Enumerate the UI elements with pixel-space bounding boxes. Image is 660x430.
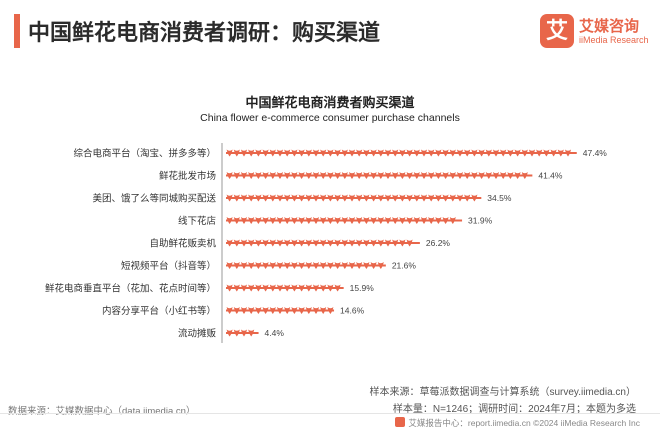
logo-mark-glyph: 艾 — [545, 18, 568, 43]
bar — [226, 329, 259, 337]
logo-mark-icon — [540, 14, 574, 48]
category-label: 流动摊贩 — [178, 328, 217, 340]
category-label: 内容分享平台（小红书等） — [102, 305, 216, 317]
data-source-note: 数据来源：艾媒数据中心（data.iimedia.cn） — [8, 406, 196, 417]
value-label: 14.6% — [340, 306, 365, 316]
value-label: 26.2% — [426, 238, 451, 248]
sample-source-note: 样本来源：草莓派数据调查与计算系统（survey.iimedia.cn） — [369, 387, 636, 398]
category-label: 鲜花电商垂直平台（花加、花点时间等） — [45, 283, 216, 295]
chart-title: 中国鲜花电商消费者购买渠道 — [245, 95, 415, 110]
footer-logo-icon — [395, 417, 406, 427]
bar — [226, 194, 482, 202]
value-label: 21.6% — [392, 261, 417, 271]
bar — [226, 217, 463, 224]
bar — [226, 239, 420, 247]
bar — [226, 149, 577, 157]
value-label: 41.4% — [538, 171, 563, 181]
value-label: 15.9% — [350, 283, 375, 293]
chart-subtitle: China flower e-commerce consumer purchas… — [200, 112, 460, 124]
category-label: 自助鲜花贩卖机 — [149, 238, 216, 250]
iimedia-logo: 艾 艾媒咨询 iiMedia Research — [540, 14, 649, 50]
category-label: 短视频平台（抖音等） — [121, 260, 216, 272]
page-title: 中国鲜花电商消费者调研：购买渠道 — [28, 20, 381, 45]
footer-divider — [0, 413, 660, 414]
logo-name-cn: 艾媒咨询 — [579, 18, 640, 35]
logo-name-en: iiMedia Research — [579, 35, 649, 45]
footer-credit-text: 艾媒报告中心：report.iimedia.cn ©2024 iiMedia R… — [408, 418, 640, 428]
category-label: 线下花店 — [178, 215, 216, 227]
bar — [226, 284, 344, 292]
value-label: 4.4% — [265, 328, 285, 338]
value-label: 34.5% — [487, 193, 512, 203]
category-label: 美团、饿了么等同城购买配送 — [92, 193, 216, 205]
bar — [226, 172, 533, 179]
value-label: 47.4% — [583, 148, 608, 158]
category-label: 鲜花批发市场 — [159, 170, 216, 182]
category-label: 综合电商平台（淘宝、拼多多等） — [73, 148, 216, 160]
value-label: 31.9% — [468, 216, 493, 226]
sample-info-note: 样本量：N=1246；调研时间：2024年7月；本题为多选 — [392, 404, 636, 415]
title-accent-bar — [14, 14, 20, 48]
bar — [226, 307, 335, 314]
bar — [226, 262, 386, 269]
footer-credit: 艾媒报告中心：report.iimedia.cn ©2024 iiMedia R… — [395, 417, 640, 429]
